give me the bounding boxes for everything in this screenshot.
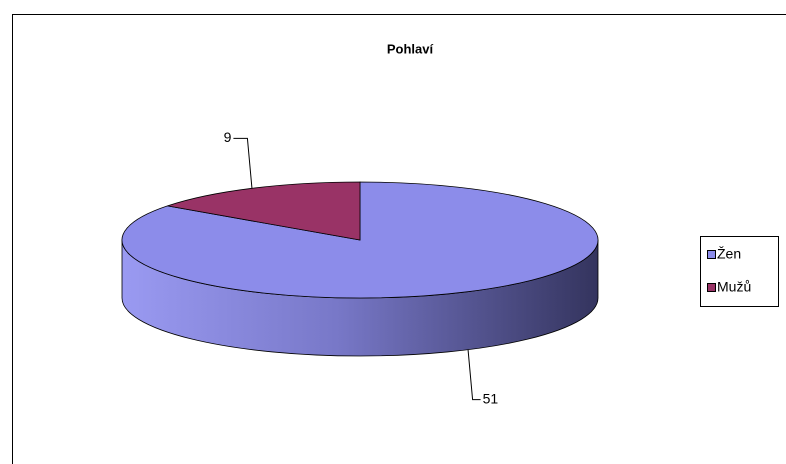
leader-line [233,137,253,189]
legend-label: Mužů [717,279,751,295]
legend-swatch [707,250,716,259]
data-label: 51 [483,390,499,406]
leader-line [467,349,481,401]
legend-swatch [707,283,716,292]
chart-title: Pohlaví [387,41,434,56]
legend-label: Žen [717,246,741,262]
legend [700,236,779,307]
data-label: 9 [224,129,232,145]
